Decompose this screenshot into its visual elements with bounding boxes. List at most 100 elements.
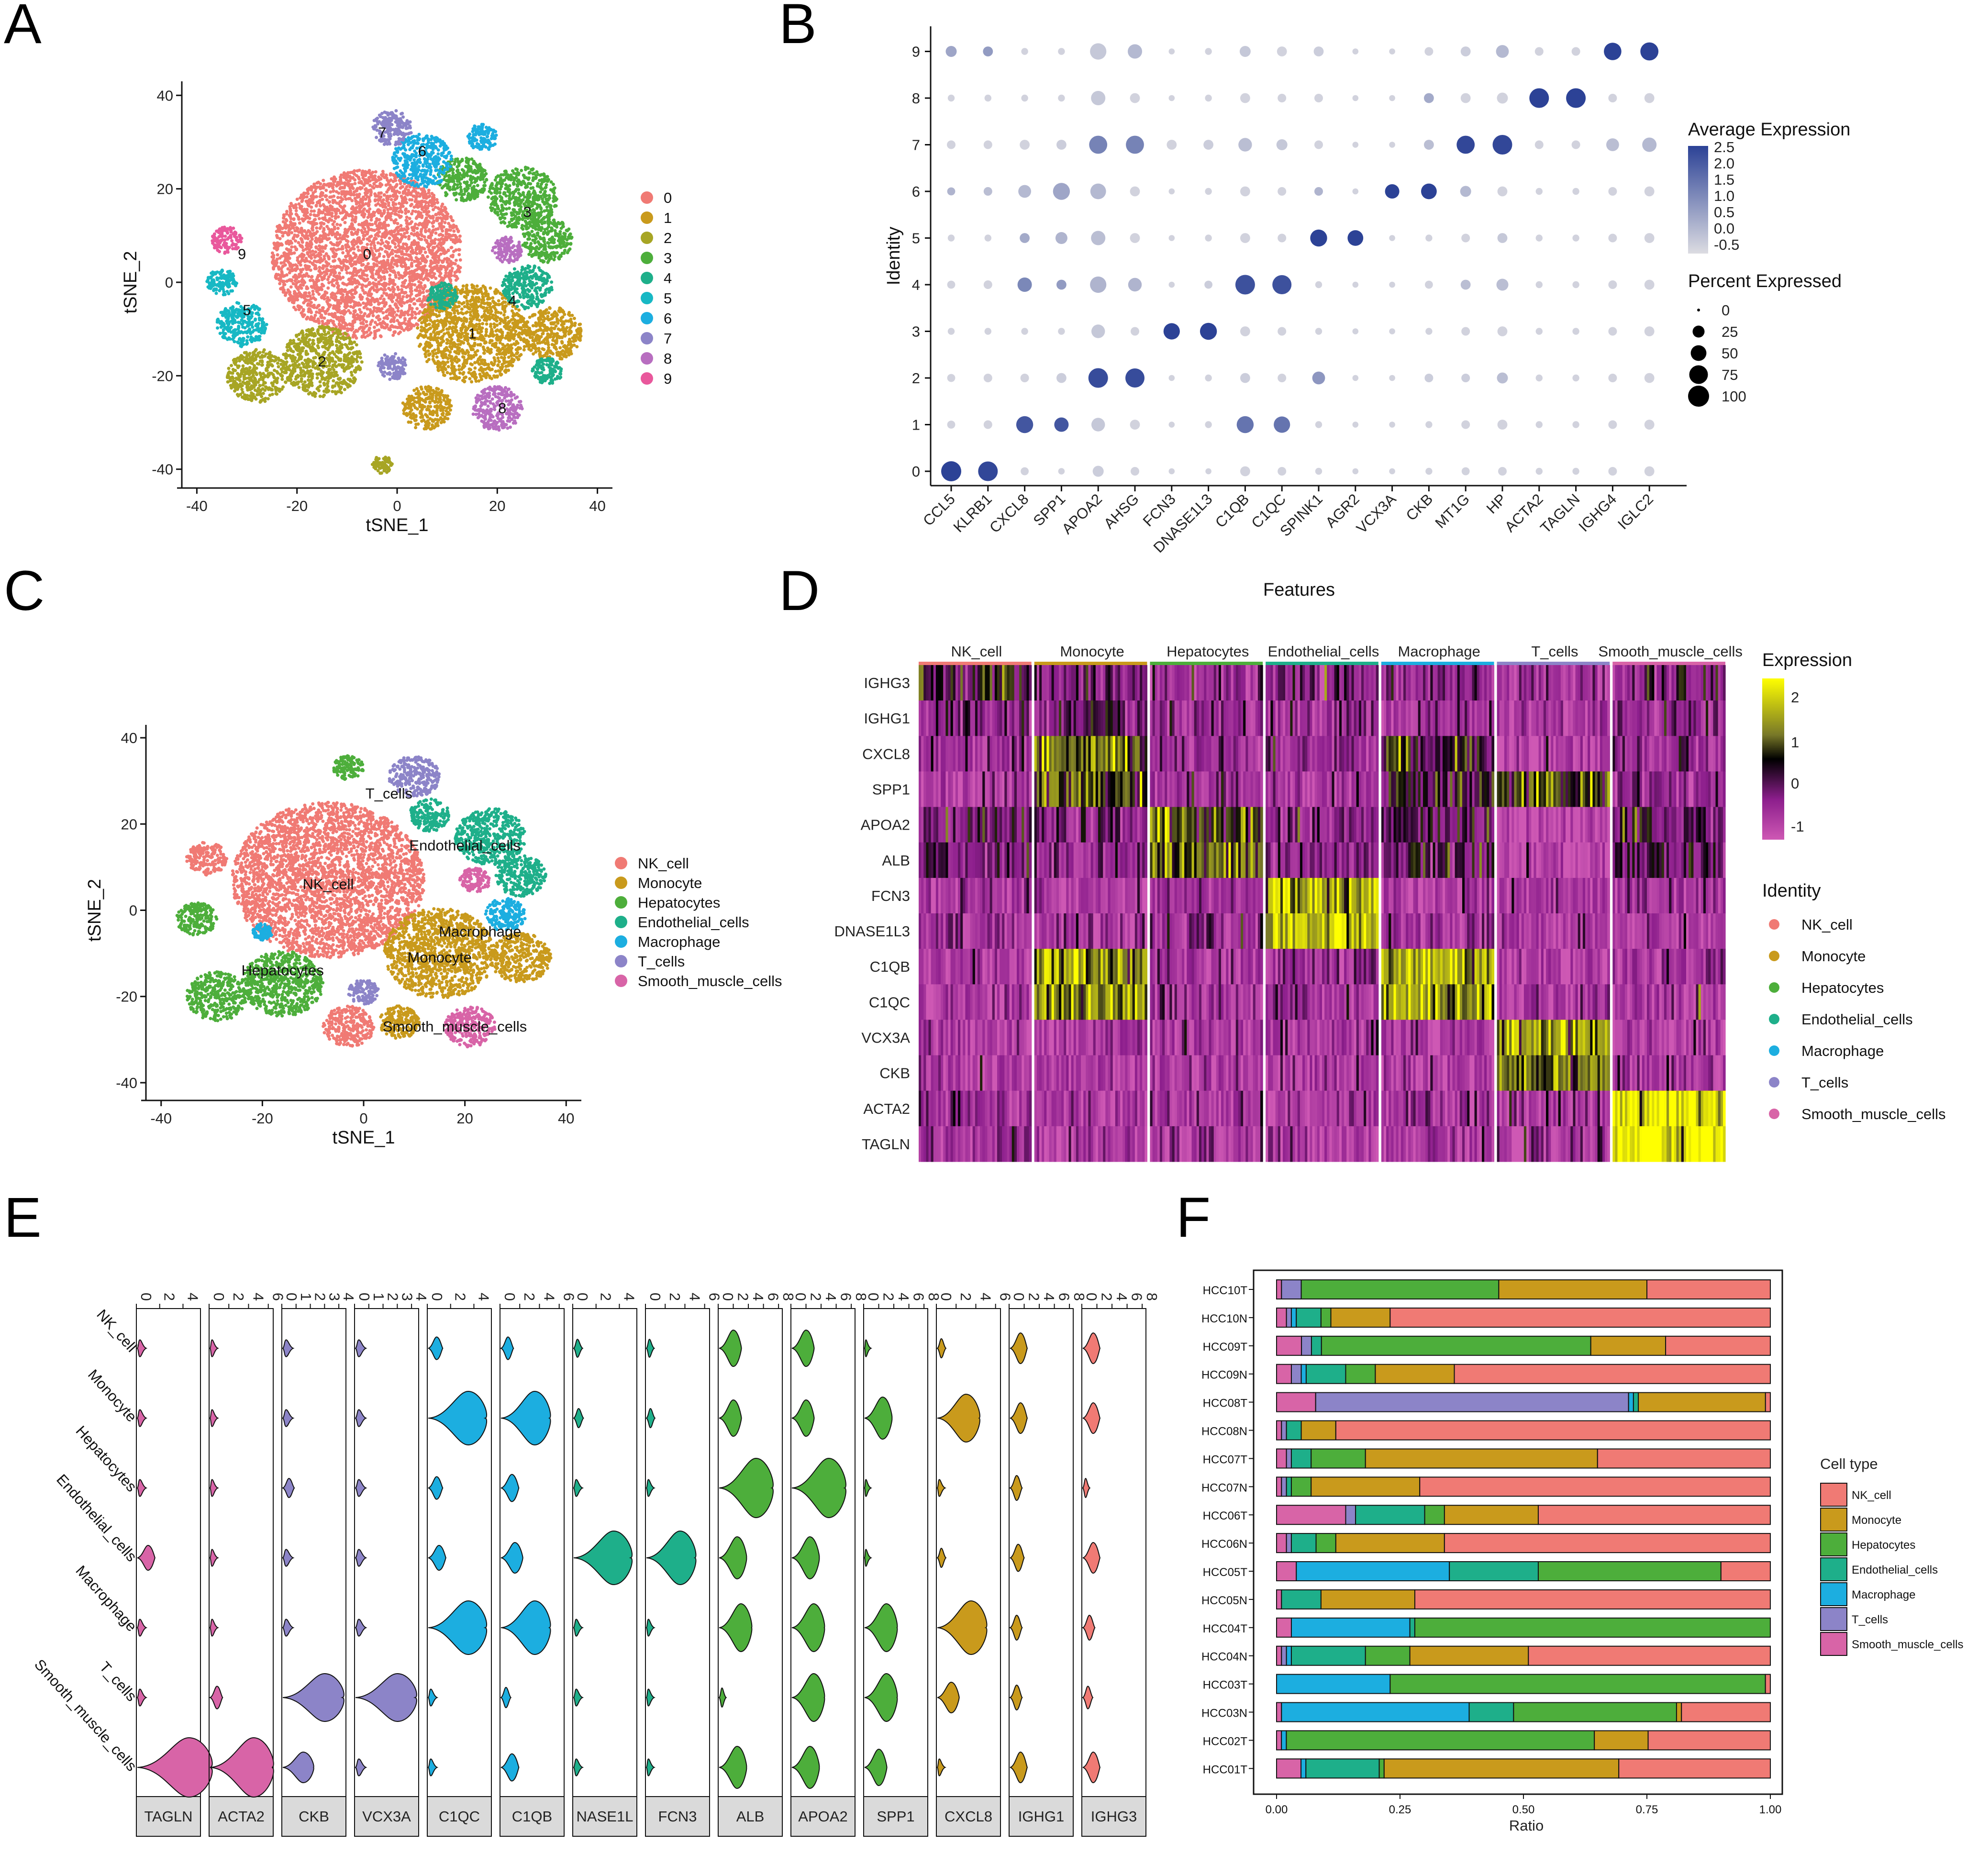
heat-cell: [1125, 842, 1128, 878]
panel-b-dot-ACTA2-2: [1535, 374, 1543, 382]
heat-cell: [1676, 1126, 1679, 1162]
heat-cell: [1556, 1090, 1559, 1127]
heat-cell: [1336, 877, 1340, 914]
heat-cell: [1327, 736, 1330, 772]
panel-b-dot-AGR2-2: [1352, 375, 1359, 381]
heat-cell: [1526, 913, 1529, 949]
heat-cell: [1221, 700, 1224, 736]
heat-cell: [1713, 665, 1716, 701]
heat-cell: [1223, 1055, 1226, 1091]
heat-cell: [950, 877, 954, 914]
heat-cell: [1283, 807, 1286, 843]
heat-cell: [1140, 1126, 1143, 1162]
heat-cell: [1002, 984, 1005, 1020]
panel-b-dot-CXCL8-7: [1020, 140, 1030, 150]
heat-cell: [1624, 913, 1628, 949]
heat-cell: [1482, 700, 1485, 736]
heat-cell: [1017, 665, 1020, 701]
heat-cell: [1484, 807, 1487, 843]
panel-a-ytick-label: 40: [157, 87, 173, 104]
heat-cell: [1605, 1090, 1608, 1127]
heat-cell: [1371, 913, 1374, 949]
heat-cell: [1612, 771, 1615, 807]
heat-cell: [1364, 665, 1367, 701]
heat-cell: [1268, 1126, 1271, 1162]
heat-cell: [1649, 984, 1652, 1020]
heat-cell: [1556, 1055, 1559, 1091]
heat-cell: [1172, 1055, 1175, 1091]
panel-b-dot-CXCL8-0: [1021, 467, 1029, 476]
heat-cell: [1575, 842, 1578, 878]
heat-cell: [1435, 949, 1438, 985]
heat-cell: [1713, 736, 1716, 772]
heat-cell: [1548, 949, 1551, 985]
heat-cell: [1233, 1055, 1236, 1091]
heat-cell: [975, 736, 978, 772]
heat-cell: [1134, 877, 1138, 914]
heat-cell: [1187, 1090, 1189, 1127]
heat-cell: [1216, 771, 1219, 807]
heat-cell: [1400, 736, 1404, 772]
heat-cell: [1686, 736, 1689, 772]
heat-cell: [953, 1020, 956, 1055]
heat-cell: [1115, 771, 1118, 807]
heat-cell: [921, 1090, 924, 1127]
heat-cell: [1469, 1126, 1472, 1162]
heat-cell: [1526, 949, 1529, 985]
heat-cell: [1381, 1090, 1384, 1127]
heat-cell: [1206, 984, 1209, 1020]
heat-cell: [943, 877, 946, 914]
heat-cell: [950, 949, 954, 985]
panel-c-cluster-Smooth_muscle_cells-17: [443, 1005, 497, 1049]
heat-cell: [1088, 842, 1091, 878]
heat-cell: [1191, 1055, 1195, 1091]
heat-cell: [1073, 842, 1077, 878]
heat-cell: [1312, 807, 1315, 843]
heat-cell: [1529, 1126, 1532, 1162]
heat-cell: [1051, 913, 1055, 949]
heat-cell: [1450, 877, 1453, 914]
heat-cell: [1253, 877, 1256, 914]
heat-cell: [1479, 700, 1482, 736]
heat-cell: [1155, 1090, 1158, 1127]
heat-cell: [1415, 665, 1419, 701]
heat-cell: [1162, 949, 1165, 985]
heat-cell: [1511, 665, 1514, 701]
heat-cell: [950, 1020, 954, 1055]
heat-cell: [997, 913, 1000, 949]
heat-cell: [1501, 736, 1505, 772]
panel-b-dot-SPP1-7: [1056, 140, 1067, 150]
panel-b-dot-DNASE1L3-0: [1205, 468, 1211, 475]
heat-cell: [992, 949, 995, 985]
heat-cell: [1560, 984, 1564, 1020]
heat-cell: [1398, 807, 1401, 843]
heat-cell: [1152, 877, 1156, 914]
heat-cell: [967, 949, 971, 985]
heat-cell: [1235, 807, 1239, 843]
heat-cell: [1580, 877, 1583, 914]
heat-cell: [1491, 842, 1495, 878]
heat-cell: [1275, 842, 1278, 878]
heat-cell: [1396, 665, 1399, 701]
heat-cell: [1501, 807, 1505, 843]
panel-b-xtick-CXCL8: CXCL8: [986, 490, 1032, 536]
panel-c-legend-swatch-T_cells: [615, 955, 627, 967]
panel-b-colorbar-tick: -0.5: [1714, 236, 1739, 253]
heat-cell: [941, 842, 944, 878]
heat-cell: [1531, 842, 1534, 878]
heat-cell: [1664, 1126, 1667, 1162]
heat-cell: [1582, 877, 1586, 914]
heat-cell: [1314, 736, 1318, 772]
heat-cell: [1226, 807, 1229, 843]
panel-b-dot-SPINK1-5: [1310, 229, 1327, 247]
heat-cell: [1511, 877, 1514, 914]
heat-cell: [1459, 1020, 1463, 1055]
heat-cell: [1329, 842, 1333, 878]
heat-cell: [1393, 771, 1397, 807]
heat-cell: [1389, 949, 1391, 985]
heat-cell: [1634, 913, 1638, 949]
panel-b-dot-DNASE1L3-3: [1200, 322, 1217, 340]
panel-b-dot-KLRB1-1: [983, 420, 992, 429]
heat-cell: [1715, 949, 1719, 985]
heat-cell: [1327, 842, 1330, 878]
